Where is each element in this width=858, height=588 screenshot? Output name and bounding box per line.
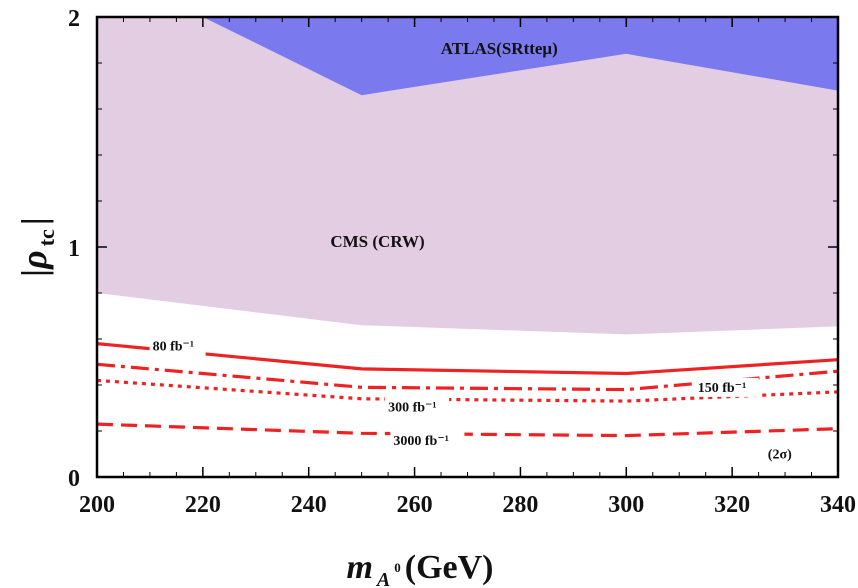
- axis-tick-labels: 200 220 240 260 280 300 320 340 0 1 2: [68, 6, 856, 518]
- region-and-curve-labels: ATLAS(SRtteμ) CMS (CRW) 80 fb⁻¹ 150 fb⁻¹ 300…: [149, 39, 792, 463]
- x-tick-label-200: 200: [79, 492, 115, 518]
- region-cms-crw: [97, 17, 838, 335]
- label-2sigma: (2σ): [768, 448, 792, 463]
- x-tick-label-260: 260: [397, 492, 433, 518]
- x-axis-symbol: m: [346, 549, 372, 586]
- y-axis-close: |: [14, 217, 54, 225]
- x-tick-label-240: 240: [291, 492, 327, 518]
- label-lumi-3000-bg: [390, 430, 465, 450]
- x-tick-label-340: 340: [820, 492, 856, 518]
- label-lumi-80-bg: [149, 336, 206, 356]
- label-lumi-150-bg: [694, 377, 759, 397]
- curve-3000-fb-3: [97, 422, 838, 438]
- label-lumi-80: 80 fb⁻¹: [153, 340, 195, 355]
- label-atlas: ATLAS(SRtteμ): [441, 39, 558, 58]
- excluded-regions: [97, 17, 838, 335]
- x-axis-title: m A 0 (GeV): [346, 549, 493, 588]
- label-lumi-300: 300 fb⁻¹: [388, 400, 437, 415]
- y-axis-subscript: tc: [34, 229, 59, 246]
- y-tick-label-0: 0: [68, 466, 80, 492]
- x-axis-superscript: 0: [394, 560, 401, 575]
- region-atlas-srtte: [202, 17, 838, 96]
- x-axis-subscript: A: [375, 569, 390, 588]
- curve-300-fb-2: [97, 378, 838, 403]
- x-tick-label-220: 220: [185, 492, 221, 518]
- y-axis-title: |ρ tc |: [14, 217, 59, 277]
- x-tick-label-300: 300: [608, 492, 644, 518]
- label-lumi-300-bg: [385, 397, 450, 417]
- axis-ticks: [96, 16, 839, 478]
- x-axis-unit: (GeV): [405, 549, 494, 586]
- y-axis-symbol: |ρ: [14, 250, 54, 276]
- x-tick-label-280: 280: [502, 492, 538, 518]
- label-lumi-150: 150 fb⁻¹: [698, 381, 747, 396]
- x-tick-label-320: 320: [714, 492, 750, 518]
- label-lumi-3000: 3000 fb⁻¹: [393, 434, 449, 449]
- label-cms: CMS (CRW): [330, 232, 424, 251]
- curve-80-fb-0: [97, 342, 838, 376]
- y-tick-label-1: 1: [68, 236, 80, 262]
- y-tick-label-2: 2: [68, 6, 80, 32]
